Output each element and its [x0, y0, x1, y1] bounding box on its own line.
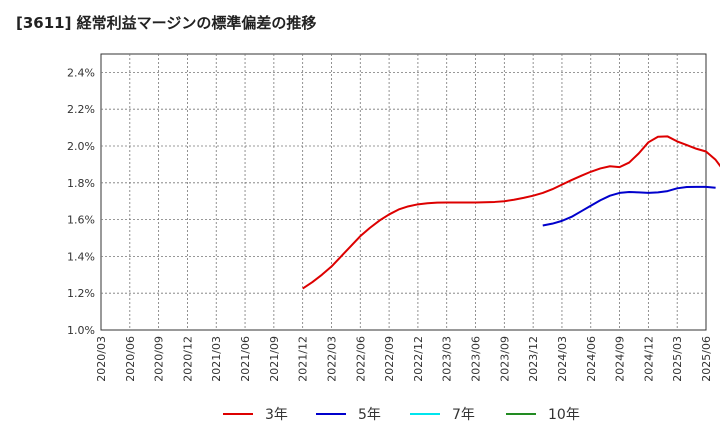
x-tick-label: 2025/03 — [671, 336, 684, 382]
x-tick-label: 2021/12 — [297, 336, 310, 382]
x-tick-label: 2021/06 — [239, 336, 252, 382]
y-tick-label: 2.2% — [67, 103, 95, 116]
plot-area — [100, 53, 707, 331]
x-tick-label: 2020/03 — [95, 336, 108, 382]
legend-label: 5年 — [358, 407, 381, 423]
y-axis-ticks: 1.0% 1.2% 1.4% 1.6% 1.8% 2.0% 2.2% 2.4% — [67, 66, 95, 337]
x-tick-label: 2022/12 — [412, 336, 425, 382]
x-tick-label: 2023/12 — [527, 336, 540, 382]
x-axis-ticks: 2020/03 2020/06 2020/09 2020/12 2021/03 2021/… — [95, 336, 713, 382]
y-tick-label: 1.2% — [67, 287, 95, 300]
series-lines — [302, 135, 720, 290]
x-tick-label: 2024/09 — [614, 336, 627, 382]
series-line-5年 — [542, 185, 716, 227]
legend-label: 7年 — [452, 407, 475, 423]
x-tick-label: 2021/03 — [210, 336, 223, 382]
x-tick-label: 2024/12 — [642, 336, 655, 382]
x-tick-label: 2022/06 — [354, 336, 367, 382]
legend-label: 3年 — [265, 407, 288, 423]
x-tick-label: 2024/06 — [585, 336, 598, 382]
y-tick-label: 1.8% — [67, 177, 95, 190]
series-line-3年 — [302, 135, 720, 290]
chart-title: [3611] 経常利益マージンの標準偏差の推移 — [16, 14, 317, 32]
x-tick-label: 2023/09 — [498, 336, 511, 382]
x-tick-label: 2022/09 — [383, 336, 396, 382]
y-tick-label: 2.0% — [67, 140, 95, 153]
legend: 3年 5年 7年 10年 — [223, 407, 580, 423]
x-tick-label: 2024/03 — [556, 336, 569, 382]
y-tick-label: 2.4% — [67, 66, 95, 79]
y-tick-label: 1.4% — [67, 250, 95, 263]
grid-lines — [101, 54, 706, 330]
x-tick-label: 2022/03 — [325, 336, 338, 382]
y-tick-label: 1.0% — [67, 324, 95, 337]
x-tick-label: 2020/06 — [124, 336, 137, 382]
x-tick-label: 2021/09 — [268, 336, 281, 382]
x-tick-label: 2025/06 — [700, 336, 713, 382]
x-tick-label: 2023/03 — [441, 336, 454, 382]
y-tick-label: 1.6% — [67, 214, 95, 227]
x-tick-label: 2023/06 — [470, 336, 483, 382]
legend-label: 10年 — [548, 407, 580, 423]
x-tick-label: 2020/09 — [153, 336, 166, 382]
x-tick-label: 2020/12 — [181, 336, 194, 382]
